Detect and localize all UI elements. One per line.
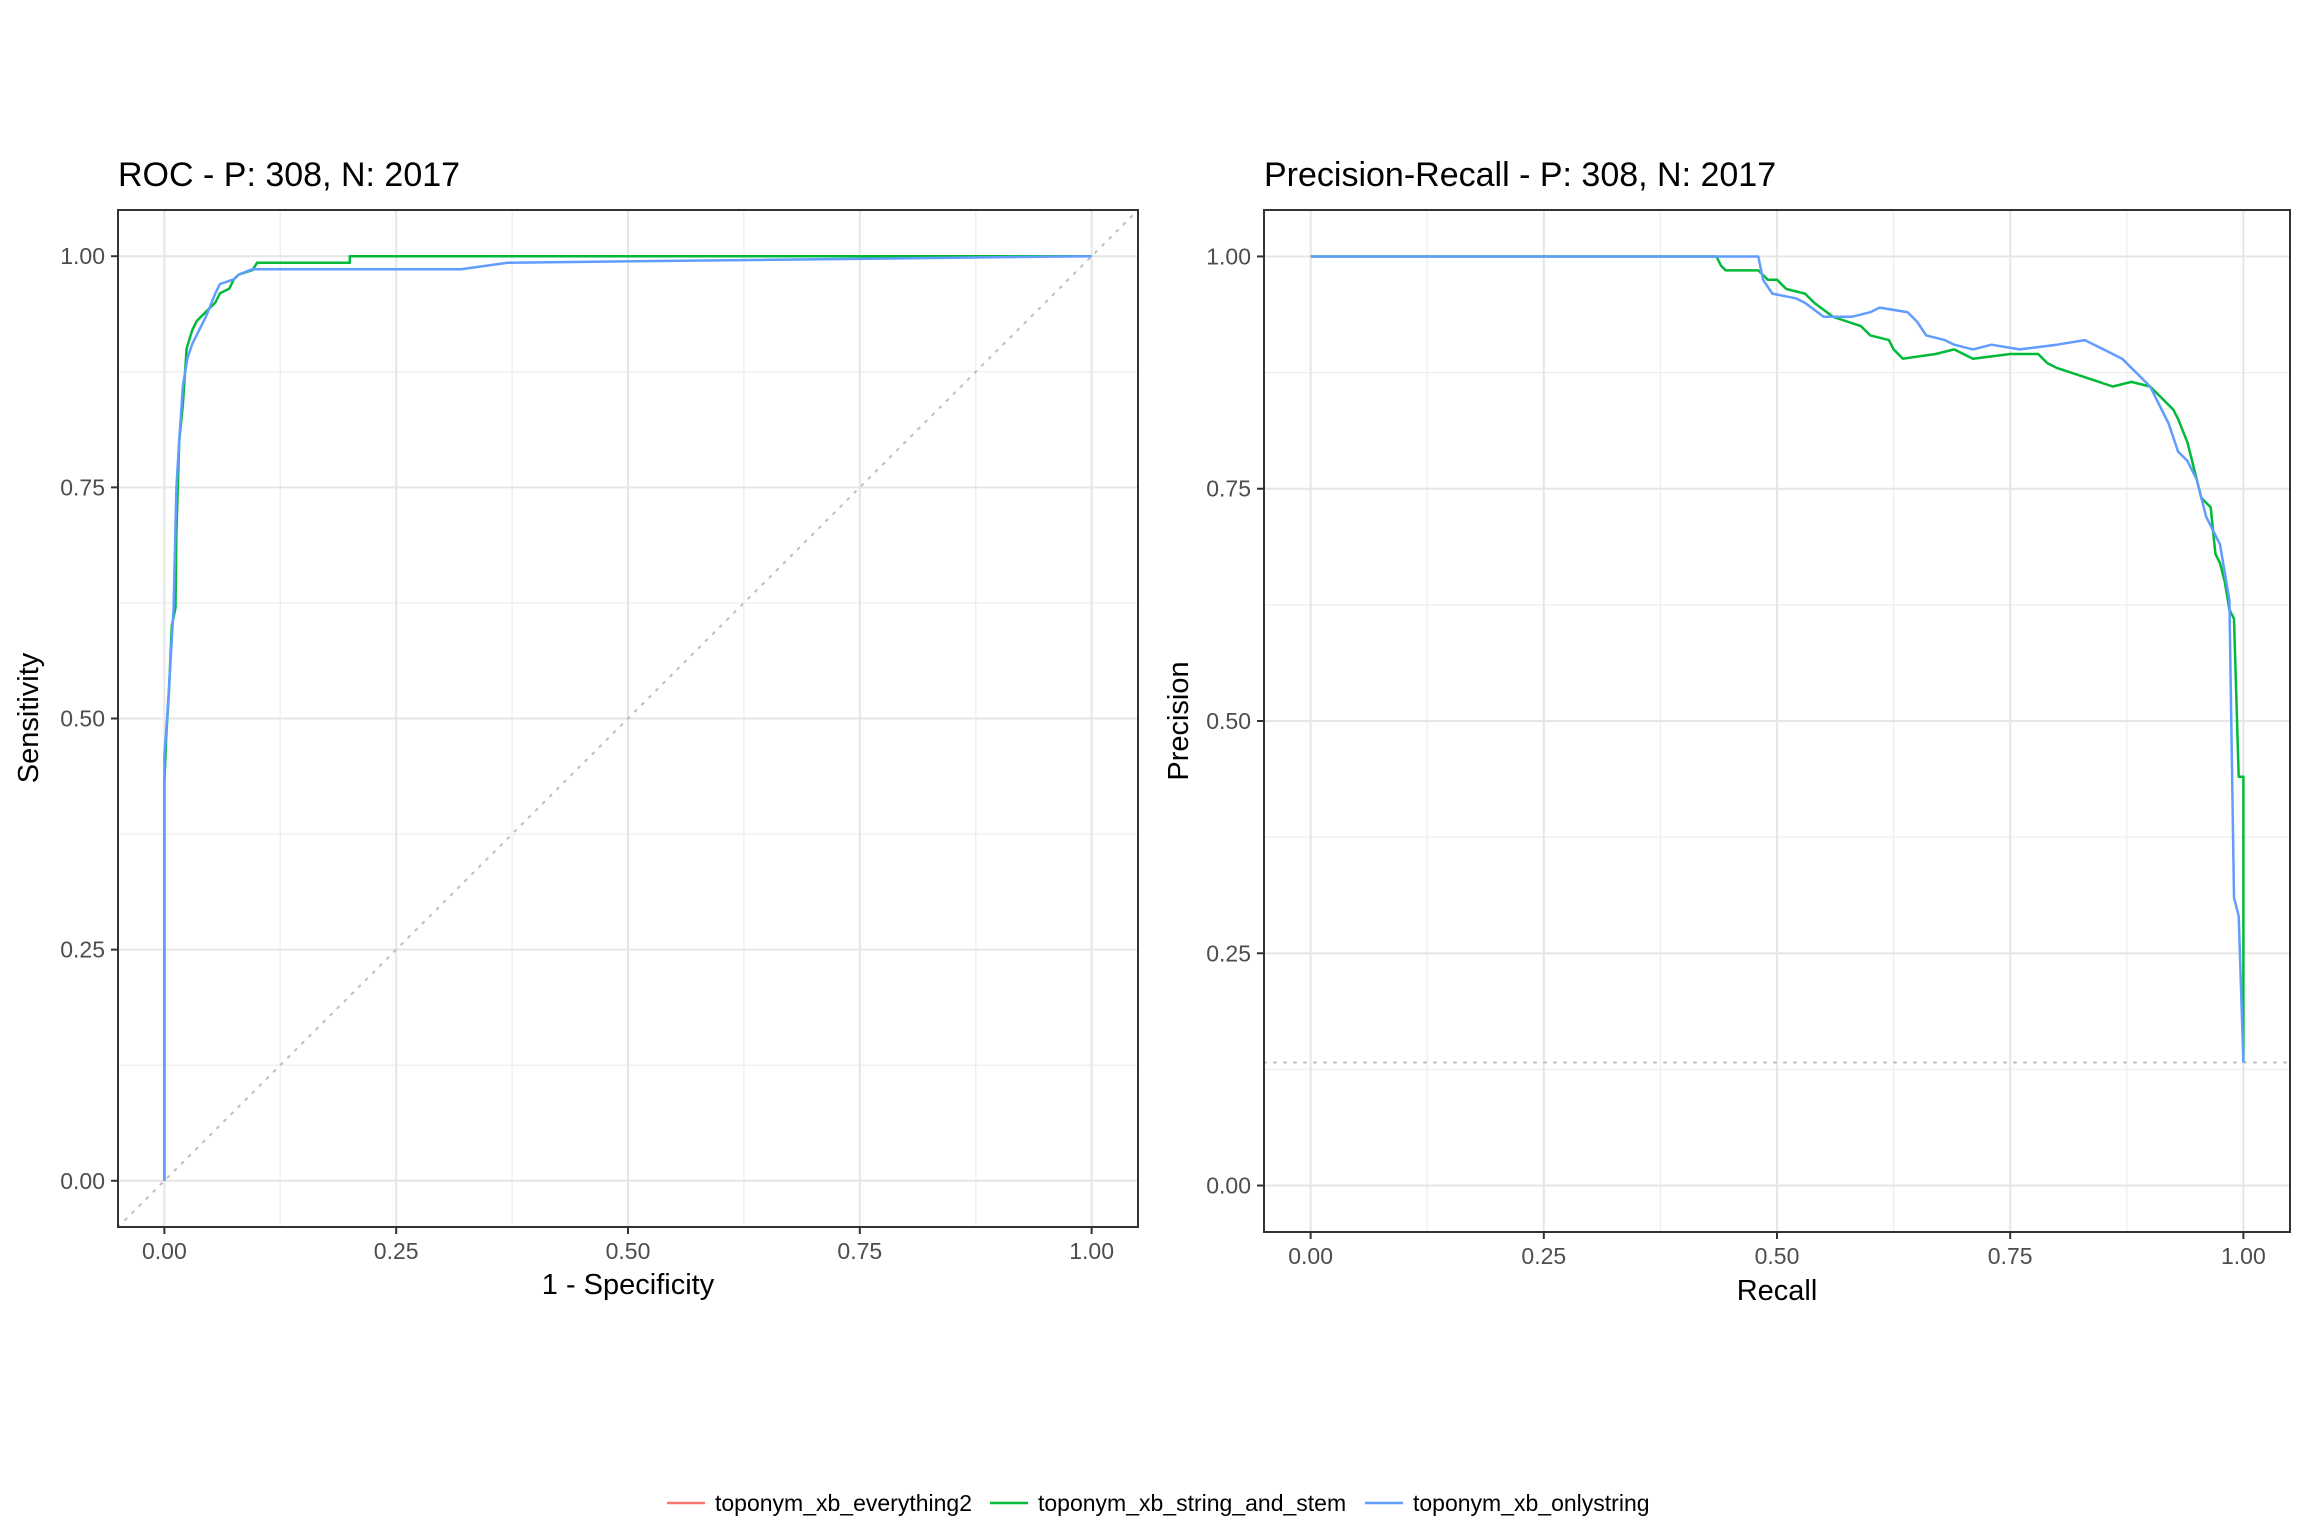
legend: toponym_xb_everything2 toponym_xb_string…	[667, 1490, 1650, 1516]
roc-y-tick-label: 0.75	[60, 474, 105, 500]
roc-title: ROC - P: 308, N: 2017	[118, 156, 460, 194]
roc-y-tick-label: 0.50	[60, 706, 105, 732]
pr-series-group	[1310, 255, 2245, 1063]
pr-series-toponym-xb-string-and-stem	[1310, 255, 2245, 1063]
pr-y-tick-label: 1.00	[1206, 243, 1251, 269]
roc-reference-line	[117, 209, 1139, 1228]
pr-title: Precision-Recall - P: 308, N: 2017	[1264, 156, 1776, 194]
pr-x-tick-label: 0.50	[1755, 1243, 1800, 1269]
roc-series-group	[163, 254, 1092, 1181]
pr-x-axis-title: Recall	[1737, 1275, 1818, 1307]
legend-item-string-and-stem: toponym_xb_string_and_stem	[990, 1490, 1346, 1516]
roc-x-tick-label: 1.00	[1069, 1238, 1114, 1264]
roc-series-toponym-xb-onlystring	[163, 254, 1092, 1181]
legend-label-everything2: toponym_xb_everything2	[715, 1490, 972, 1516]
roc-x-tick-label: 0.75	[837, 1238, 882, 1264]
roc-y-tick-label: 0.00	[60, 1168, 105, 1194]
pr-y-tick-label: 0.50	[1206, 708, 1251, 734]
roc-diagonal-reference-line	[117, 209, 1139, 1228]
pr-x-ticks: 0.00 0.25 0.50 0.75 1.00	[1288, 1232, 2266, 1269]
legend-label-onlystring: toponym_xb_onlystring	[1413, 1490, 1650, 1516]
roc-x-tick-label: 0.50	[606, 1238, 651, 1264]
legend-item-onlystring: toponym_xb_onlystring	[1365, 1490, 1650, 1516]
pr-x-tick-label: 1.00	[2221, 1243, 2266, 1269]
pr-panel: Precision-Recall - P: 308, N: 2017 0.00 0…	[1163, 156, 2291, 1307]
roc-x-axis-title: 1 - Specificity	[542, 1269, 715, 1301]
roc-y-axis-title: Sensitivity	[13, 652, 45, 783]
pr-x-tick-label: 0.00	[1288, 1243, 1333, 1269]
roc-x-tick-label: 0.25	[374, 1238, 419, 1264]
roc-panel: ROC - P: 308, N: 2017 0.00 0.25 0.50 0.75 1.…	[13, 156, 1139, 1301]
pr-y-axis-title: Precision	[1163, 661, 1195, 780]
roc-y-ticks: 0.00 0.25 0.50 0.75 1.00	[60, 243, 118, 1194]
roc-x-tick-label: 0.00	[142, 1238, 187, 1264]
pr-x-tick-label: 0.25	[1521, 1243, 1566, 1269]
pr-series-toponym-xb-onlystring	[1310, 255, 2245, 1063]
legend-label-string-and-stem: toponym_xb_string_and_stem	[1038, 1490, 1346, 1516]
pr-y-tick-label: 0.25	[1206, 940, 1251, 966]
pr-x-tick-label: 0.75	[1988, 1243, 2033, 1269]
pr-y-ticks: 0.00 0.25 0.50 0.75 1.00	[1206, 243, 1264, 1199]
roc-y-tick-label: 1.00	[60, 243, 105, 269]
roc-y-tick-label: 0.25	[60, 937, 105, 963]
pr-y-tick-label: 0.00	[1206, 1173, 1251, 1199]
legend-item-everything2: toponym_xb_everything2	[667, 1490, 972, 1516]
pr-y-tick-label: 0.75	[1206, 476, 1251, 502]
roc-x-ticks: 0.00 0.25 0.50 0.75 1.00	[142, 1227, 1114, 1264]
